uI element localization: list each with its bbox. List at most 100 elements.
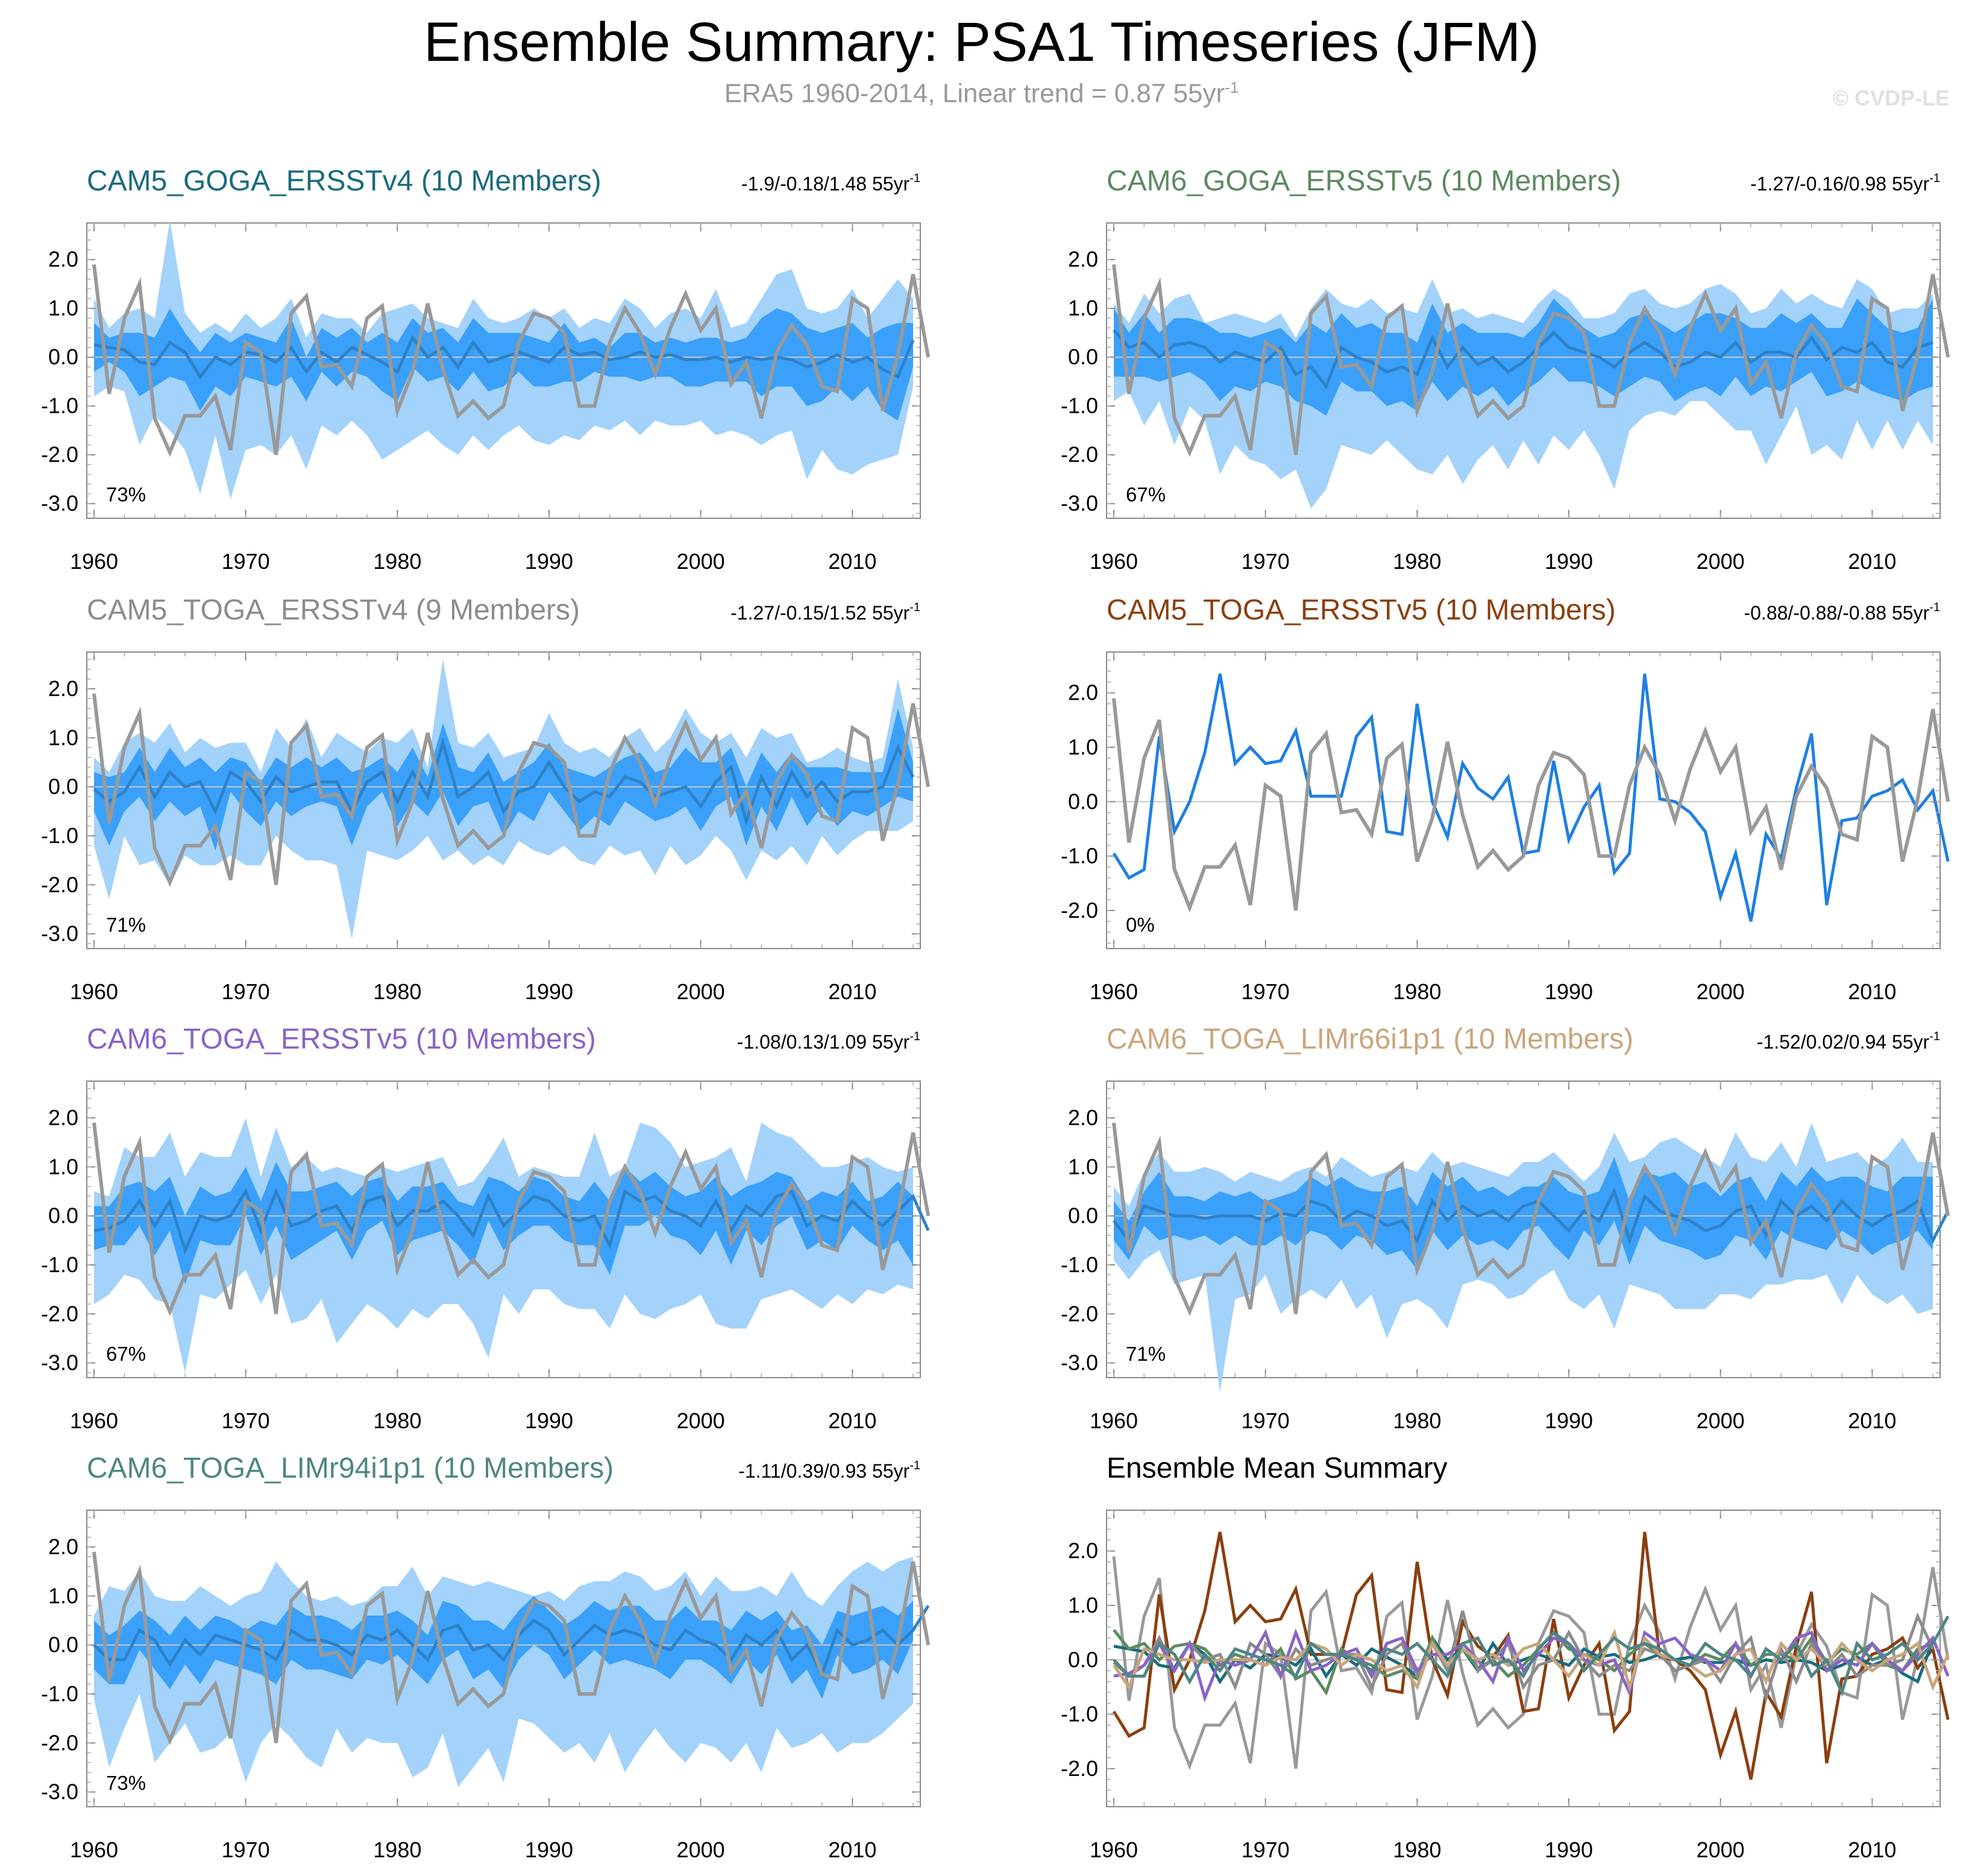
x-tick-label: 1980 xyxy=(1393,1408,1441,1433)
y-tick-label: 2.0 xyxy=(1068,680,1098,705)
x-tick-label: 1980 xyxy=(373,1408,421,1433)
panel-trend-stats: -1.9/-0.18/1.48 55yr-1 xyxy=(741,172,920,195)
y-tick-label: 2.0 xyxy=(48,676,78,701)
y-tick-label: -1.0 xyxy=(1061,394,1098,418)
panel-trend-stats: -1.27/-0.15/1.52 55yr-1 xyxy=(730,601,920,624)
x-tick-label: 2000 xyxy=(677,1837,725,1862)
x-tick-label: 2010 xyxy=(1848,979,1896,1004)
panel-title: CAM5_TOGA_ERSSTv4 (9 Members) xyxy=(87,594,580,626)
x-tick-label: 1970 xyxy=(222,1837,270,1862)
panel-trend-stats-exp: -1 xyxy=(1929,172,1940,185)
panel-trend-stats-exp: -1 xyxy=(909,1030,920,1043)
x-tick-label: 2010 xyxy=(828,549,876,574)
panel-title: CAM6_GOGA_ERSSTv5 (10 Members) xyxy=(1107,165,1621,197)
panel-trend-stats-exp: -1 xyxy=(909,601,920,614)
x-tick-label: 1980 xyxy=(373,1837,421,1862)
x-tick-label: 1960 xyxy=(70,1837,118,1862)
panel-frame xyxy=(86,1510,921,1807)
x-tick-label: 2010 xyxy=(1848,549,1896,574)
x-tick-label: 2000 xyxy=(1697,1408,1745,1433)
y-tick-label: 1.0 xyxy=(1068,1154,1098,1179)
cam5-toga4-mean-line xyxy=(1113,1610,1935,1704)
x-tick-label: 1990 xyxy=(525,979,573,1004)
figure-title: Ensemble Summary: PSA1 Timeseries (JFM) xyxy=(424,11,1539,73)
subtitle-text: ERA5 1960-2014, Linear trend = 0.87 55yr xyxy=(724,78,1225,108)
panel-title: CAM6_TOGA_ERSSTv5 (10 Members) xyxy=(87,1023,596,1055)
y-tick-label: 1.0 xyxy=(1068,735,1098,759)
x-tick-label: 1960 xyxy=(70,979,118,1004)
y-tick-label: 0.0 xyxy=(48,1633,78,1657)
x-tick-label: 2000 xyxy=(1697,979,1745,1004)
x-tick-label: 1970 xyxy=(222,549,270,574)
y-tick-label: -1.0 xyxy=(1061,844,1098,868)
y-tick-label: -3.0 xyxy=(41,491,78,516)
percent-label: 71% xyxy=(1126,1343,1166,1365)
x-tick-label: 1990 xyxy=(525,549,573,574)
x-tick-label: 1970 xyxy=(1242,549,1290,574)
percent-label: 67% xyxy=(1126,483,1166,506)
y-tick-label: 1.0 xyxy=(48,296,78,321)
ensemble-range-band xyxy=(1114,279,1933,509)
panel-cam5-goga: CAM5_GOGA_ERSSTv4 (10 Members) -1.9/-0.18… xyxy=(41,165,931,574)
x-tick-label: 2010 xyxy=(828,979,876,1004)
panel-trend-stats-exp: -1 xyxy=(1929,1030,1940,1043)
x-tick-label: 1970 xyxy=(1242,1837,1290,1862)
x-tick-label: 1980 xyxy=(373,979,421,1004)
ensemble-iqr-band xyxy=(94,1596,913,1699)
y-tick-label: -1.0 xyxy=(1061,1702,1098,1727)
y-tick-label: 2.0 xyxy=(48,1534,78,1559)
y-tick-label: 2.0 xyxy=(1068,1539,1098,1563)
y-tick-label: 2.0 xyxy=(48,1105,78,1130)
panel-trend-stats-exp: -1 xyxy=(909,1459,920,1472)
panel-frame xyxy=(1106,222,1941,519)
percent-label: 0% xyxy=(1126,914,1155,936)
ensemble-iqr-band xyxy=(94,708,913,851)
ensemble-mean-line xyxy=(93,737,915,826)
y-tick-label: -1.0 xyxy=(41,394,78,418)
panel-title: Ensemble Mean Summary xyxy=(1107,1452,1448,1484)
cam6-toga94-mean-line xyxy=(1113,1615,1950,1697)
panel-trend-stats: -1.52/0.02/0.94 55yr-1 xyxy=(1757,1030,1940,1053)
x-tick-label: 1990 xyxy=(525,1408,573,1433)
y-tick-label: -3.0 xyxy=(41,1780,78,1804)
panel-trend-stats-text: -1.11/0.39/0.93 55yr xyxy=(738,1460,909,1482)
x-tick-label: 2010 xyxy=(828,1408,876,1433)
panel-trend-stats-text: -1.08/0.13/1.09 55yr xyxy=(737,1031,910,1053)
x-tick-label: 1980 xyxy=(373,549,421,574)
credit-watermark: © CVDP-LE xyxy=(1832,86,1950,110)
panel-trend-stats-text: -1.27/-0.16/0.98 55yr xyxy=(1750,173,1929,195)
y-tick-label: -2.0 xyxy=(41,1301,78,1326)
panel-trend-stats-text: -1.52/0.02/0.94 55yr xyxy=(1757,1031,1930,1053)
panel-title: CAM6_TOGA_LIMr94i1p1 (10 Members) xyxy=(87,1452,614,1484)
panel-cam6-goga: CAM6_GOGA_ERSSTv5 (10 Members) -1.27/-0.1… xyxy=(1061,165,1950,574)
y-tick-label: 1.0 xyxy=(1068,296,1098,321)
x-tick-label: 2000 xyxy=(677,1408,725,1433)
y-tick-label: -2.0 xyxy=(1061,898,1098,923)
y-tick-label: 0.0 xyxy=(1068,1203,1098,1228)
y-tick-label: -1.0 xyxy=(1061,1252,1098,1277)
panel-trend-stats-exp: -1 xyxy=(1929,601,1940,614)
y-tick-label: -3.0 xyxy=(41,1351,78,1375)
y-tick-label: 0.0 xyxy=(1068,345,1098,369)
x-tick-label: 1970 xyxy=(1242,1408,1290,1433)
y-tick-label: 0.0 xyxy=(1068,1647,1098,1672)
panel-title: CAM6_TOGA_LIMr66i1p1 (10 Members) xyxy=(1107,1023,1633,1055)
ensemble-iqr-band xyxy=(94,308,913,421)
panel-cam6-toga5: CAM6_TOGA_ERSSTv5 (10 Members) -1.08/0.13… xyxy=(41,1023,931,1433)
figure-subtitle: ERA5 1960-2014, Linear trend = 0.87 55yr… xyxy=(0,78,1963,109)
panel-frame xyxy=(86,222,921,519)
panel-frame xyxy=(1106,651,1941,949)
panel-title: CAM5_TOGA_ERSSTv5 (10 Members) xyxy=(1107,594,1616,626)
panel-trend-stats-exp: -1 xyxy=(909,172,920,185)
panel-cam6-toga66: CAM6_TOGA_LIMr66i1p1 (10 Members) -1.52/0… xyxy=(1061,1023,1950,1433)
ensemble-mean-line xyxy=(93,1605,930,1678)
cam5-toga5-mean-line xyxy=(1112,1531,1950,1780)
x-tick-label: 1990 xyxy=(1545,1408,1593,1433)
x-tick-label: 2000 xyxy=(677,979,725,1004)
panel-trend-stats: -0.88/-0.88/-0.88 55yr-1 xyxy=(1744,601,1940,624)
x-tick-label: 1980 xyxy=(1393,1837,1441,1862)
panel-trend-stats: -1.11/0.39/0.93 55yr-1 xyxy=(738,1459,920,1482)
percent-label: 73% xyxy=(106,483,146,506)
y-tick-label: 2.0 xyxy=(1068,247,1098,272)
